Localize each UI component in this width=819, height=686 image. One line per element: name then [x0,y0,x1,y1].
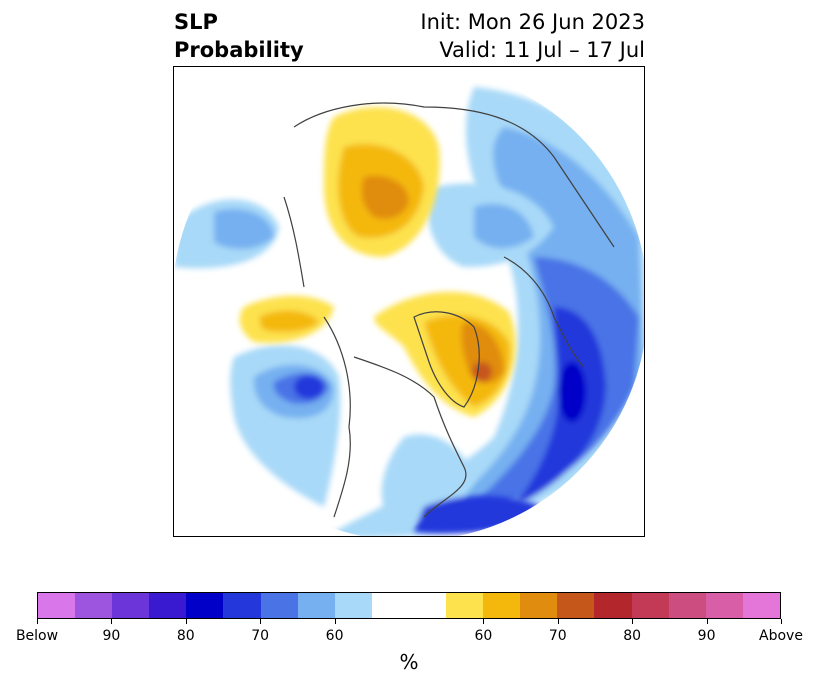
colorbar-swatch [557,593,595,618]
europe-coast [503,256,585,368]
siberia-above-field [324,107,440,257]
colorbar-tick-label: 90 [102,628,121,644]
colorbar-swatch [112,593,150,618]
colorbar-swatch [223,593,261,618]
probability-map [174,87,644,536]
greenland-coast [413,311,480,408]
colorbar-tickmark [632,619,634,624]
colorbar-swatch [149,593,187,618]
colorbar-tick-label: 90 [697,628,716,644]
colorbar-swatch [334,593,372,618]
colorbar-tick-label: Below [15,628,59,644]
map-title: SLP Probability [174,8,304,64]
eurasia-north-coast [293,102,615,248]
coastlines [283,102,615,518]
greenland-above-field [374,291,516,417]
colorbar-swatch [297,593,335,618]
colorbar-tickmark [706,619,708,624]
pacific-below-field [174,199,341,507]
colorbar-swatch [668,593,706,618]
east-asia-coast [283,196,305,288]
colorbar-tick-label: 60 [474,628,493,644]
atlantic-below-field [324,87,644,536]
valid-range: Valid: 11 Jul – 17 Jul [439,38,645,62]
colorbar-swatch [594,593,632,618]
colorbar-swatch [483,593,521,618]
date-info: Init: Mon 26 Jun 2023 Valid: 11 Jul – 17… [420,8,645,64]
colorbar-swatch [186,593,224,618]
colorbar-tick-label: 80 [623,628,642,644]
colorbar-tickmark [334,619,336,624]
init-date: Init: Mon 26 Jun 2023 [420,10,645,34]
title-line-1: SLP [174,10,218,34]
colorbar-tickmark [185,619,187,624]
colorbar-tick-label: 80 [176,628,195,644]
colorbar-tickmark [781,619,782,624]
colorbar-swatch [75,593,113,618]
colorbar-swatch [631,593,669,618]
north-america-east-coast [353,356,467,518]
eurasia-below-field [428,183,554,267]
colorbar-tickmark [111,619,113,624]
colorbar-tickmark [37,619,38,624]
north-america-west-coast [323,316,351,518]
colorbar-tick-label: 70 [251,628,270,644]
colorbar-swatch [371,593,447,618]
colorbar-tick-label: 60 [325,628,344,644]
colorbar [37,592,781,619]
colorbar-tickmark [260,619,262,624]
colorbar-swatch [446,593,484,618]
colorbar-swatch [705,593,743,618]
colorbar-tickmark [483,619,485,624]
bering-above-field [239,295,334,343]
colorbar-swatch [520,593,558,618]
colorbar-swatch [260,593,298,618]
map-panel [173,66,645,537]
colorbar-tick-label: 70 [548,628,567,644]
colorbar-swatch [38,593,76,618]
title-line-2: Probability [174,38,304,62]
colorbar-tickmark [557,619,559,624]
colorbar-unit-label: % [399,650,419,674]
colorbar-tick-label: Above [759,628,803,644]
probability-fields [174,87,644,536]
colorbar-swatch [742,593,780,618]
